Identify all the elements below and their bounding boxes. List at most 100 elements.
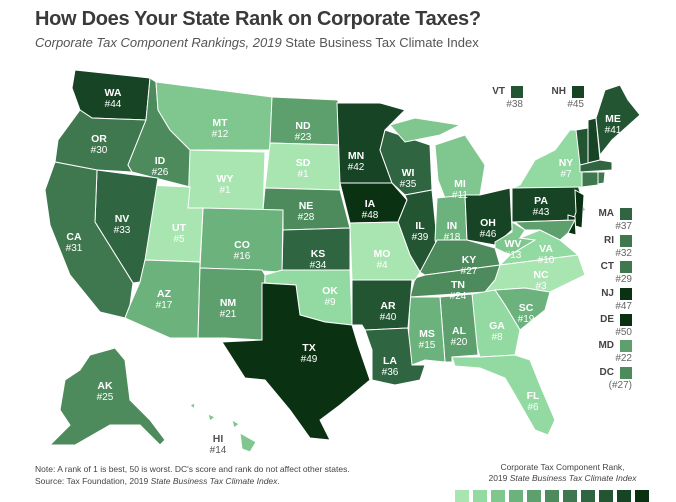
callout-abbr: NH	[551, 86, 566, 97]
state-hi	[189, 402, 257, 453]
state-rank-or: #30	[91, 145, 108, 156]
state-abbr-in: IN	[447, 220, 458, 232]
state-rank-nc: #3	[535, 281, 547, 292]
callout-rank: #50	[615, 327, 632, 338]
note-text: Note: A rank of 1 is best, 50 is worst. …	[35, 464, 350, 474]
state-abbr-wi: WI	[402, 167, 415, 179]
callout-vt: VT #38	[463, 86, 523, 112]
state-abbr-ar: AR	[380, 300, 396, 312]
state-mi	[389, 117, 486, 199]
state-abbr-wa: WA	[105, 87, 122, 99]
legend-caption-line2: 2019 State Business Tax Climate Index	[455, 473, 670, 484]
callout-abbr: RI	[604, 235, 614, 246]
callout-ma: MA #37	[572, 208, 632, 234]
state-abbr-ca: CA	[66, 231, 82, 243]
state-rank-ny: #7	[560, 169, 572, 180]
state-shape-tx	[221, 282, 371, 441]
callout-swatch	[620, 208, 632, 220]
state-abbr-sd: SD	[296, 157, 311, 169]
state-abbr-wy: WY	[217, 173, 234, 185]
state-abbr-wv: WV	[505, 238, 522, 250]
callout-ri: RI #32	[572, 235, 632, 261]
state-rank-az: #17	[156, 300, 173, 311]
callout-rank: #32	[615, 248, 632, 259]
state-shape-hi	[189, 402, 196, 411]
state-shape-ri	[597, 171, 606, 185]
state-shape-hi	[239, 432, 257, 453]
legend-swatch-10	[617, 490, 631, 502]
state-abbr-il: IL	[415, 220, 425, 232]
state-abbr-la: LA	[383, 355, 397, 367]
callout-abbr: DE	[600, 314, 614, 325]
legend-swatch-4	[509, 490, 523, 502]
state-abbr-or: OR	[91, 133, 107, 145]
callout-abbr: DC	[599, 367, 614, 378]
callout-rank: #47	[615, 301, 632, 312]
state-rank-oh: #46	[480, 229, 497, 240]
callout-swatch	[572, 86, 584, 98]
state-abbr-nv: NV	[115, 213, 130, 225]
state-abbr-nd: ND	[295, 120, 311, 132]
state-rank-pa: #43	[533, 207, 550, 218]
callout-rank: #38	[506, 99, 523, 110]
state-shape-me	[595, 84, 641, 157]
legend-swatch-9	[599, 490, 613, 502]
state-rank-wy: #1	[219, 185, 231, 196]
state-rank-ms: #15	[419, 340, 436, 351]
state-shape-fl	[451, 354, 556, 436]
state-rank-mn: #42	[348, 162, 365, 173]
state-abbr-ky: KY	[462, 254, 477, 266]
state-abbr-tn: TN	[451, 279, 465, 291]
callout-rank: #29	[615, 274, 632, 285]
callout-nh: NH #45	[524, 86, 584, 112]
source-prefix: Source: Tax Foundation, 2019	[35, 476, 151, 486]
source-text: Source: Tax Foundation, 2019 State Busin…	[35, 475, 350, 487]
legend-swatch-5	[527, 490, 541, 502]
state-abbr-ny: NY	[559, 157, 574, 169]
state-shape-hi	[207, 413, 216, 422]
state-abbr-ok: OK	[322, 285, 338, 297]
state-abbr-ms: MS	[419, 328, 435, 340]
legend-swatch-3	[491, 490, 505, 502]
state-ak	[48, 347, 166, 446]
subtitle-italic: Corporate Tax Component Rankings, 2019	[35, 35, 282, 50]
state-rank-tx: #49	[301, 354, 318, 365]
callout-swatch	[620, 340, 632, 352]
state-rank-ia: #48	[362, 210, 379, 221]
state-mo	[349, 221, 421, 281]
legend-caption: Corporate Tax Component Rank, 2019 State…	[455, 462, 670, 484]
callout-abbr: NJ	[601, 288, 614, 299]
state-abbr-az: AZ	[157, 288, 172, 300]
state-rank-sd: #1	[297, 169, 309, 180]
callout-rank: #37	[615, 221, 632, 232]
state-rank-nv: #33	[114, 225, 131, 236]
callout-swatch	[620, 288, 632, 300]
legend-swatch-6	[545, 490, 559, 502]
callout-swatch	[620, 235, 632, 247]
state-abbr-hi: HI	[213, 433, 224, 445]
callout-swatch	[511, 86, 523, 98]
callout-swatch	[620, 367, 632, 379]
legend-swatch-11	[635, 490, 649, 502]
state-la	[364, 327, 426, 386]
source-suffix: .	[277, 476, 280, 486]
subtitle-rest: State Business Tax Climate Index	[281, 35, 479, 50]
state-rank-ks: #34	[310, 260, 327, 271]
state-shape-mi	[389, 117, 462, 143]
state-rank-ga: #8	[491, 332, 503, 343]
state-abbr-mt: MT	[212, 117, 228, 129]
state-rank-ca: #31	[66, 243, 83, 254]
callout-rank: (#27)	[608, 380, 632, 391]
state-abbr-fl: FL	[527, 390, 540, 402]
state-shape-mo	[349, 221, 421, 281]
state-rank-nd: #23	[295, 132, 312, 143]
state-rank-co: #16	[234, 251, 251, 262]
legend-caption-prefix: 2019	[488, 473, 510, 483]
state-abbr-me: ME	[605, 113, 621, 125]
state-rank-va: #10	[538, 255, 555, 266]
state-abbr-id: ID	[155, 155, 166, 167]
state-abbr-ak: AK	[97, 380, 113, 392]
callout-abbr: MD	[598, 340, 614, 351]
page-title: How Does Your State Rank on Corporate Ta…	[35, 8, 481, 30]
